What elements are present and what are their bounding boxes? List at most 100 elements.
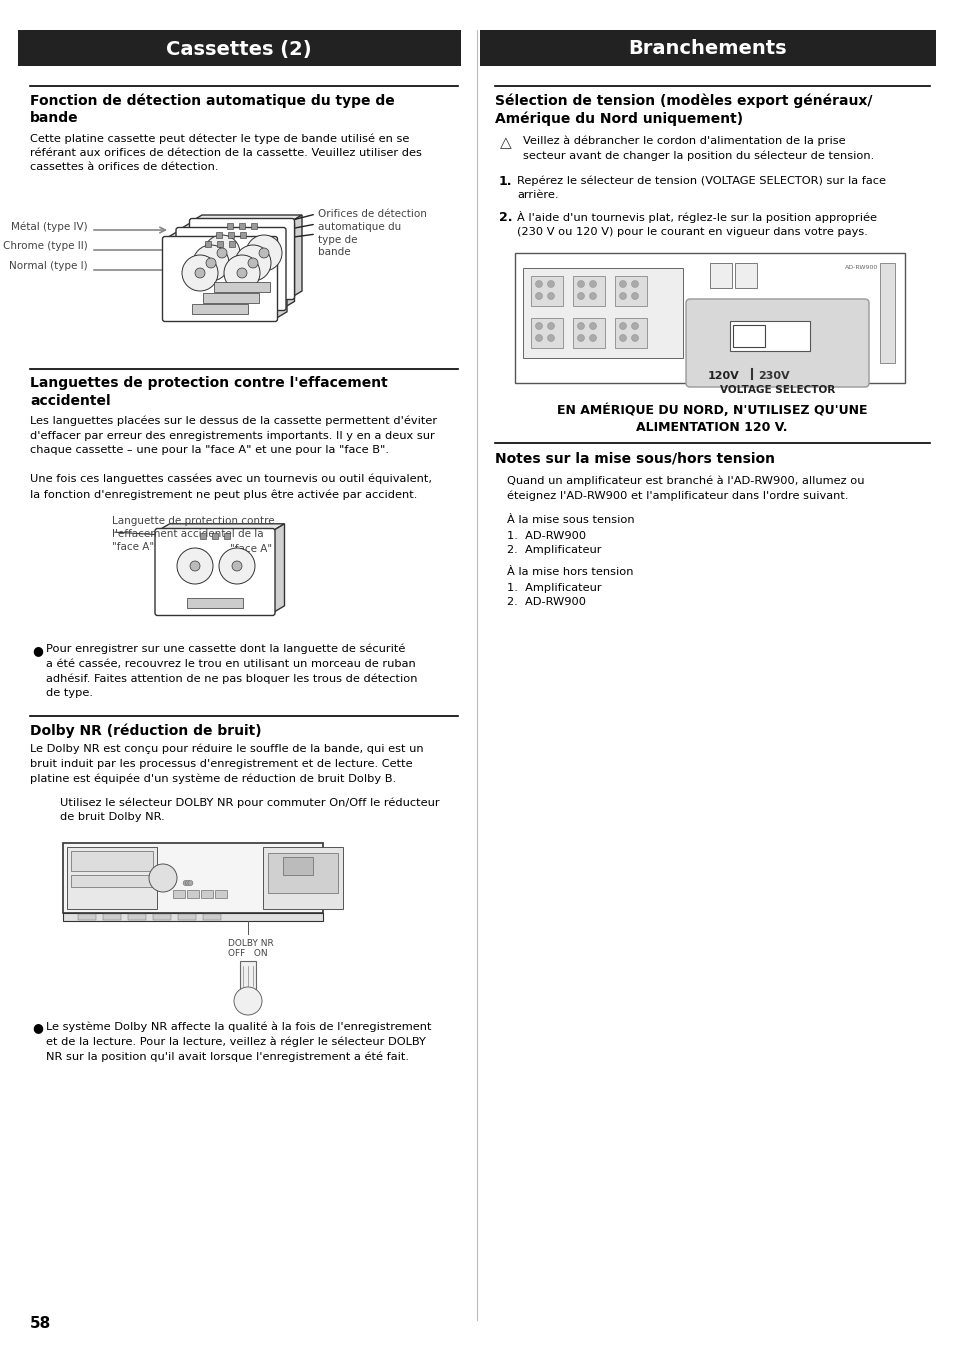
Bar [78, 914, 96, 919]
Bar [178, 914, 195, 919]
Polygon shape [178, 223, 294, 230]
Bar [240, 232, 246, 238]
Text: 230V: 230V [758, 371, 789, 381]
Circle shape [577, 335, 584, 342]
Circle shape [219, 548, 254, 585]
Bar [187, 598, 243, 608]
Text: 2.  Amplificateur: 2. Amplificateur [506, 545, 601, 555]
Text: Sélection de tension (modèles export généraux/
Amérique du Nord uniquement): Sélection de tension (modèles export gén… [495, 93, 872, 126]
Bar [224, 533, 230, 539]
FancyBboxPatch shape [154, 528, 274, 616]
Polygon shape [283, 223, 294, 308]
Text: Repérez le sélecteur de tension (VOLTAGE SELECTOR) sur la face
arrière.: Repérez le sélecteur de tension (VOLTAGE… [517, 176, 885, 200]
Circle shape [589, 335, 596, 342]
Bar [263, 846, 343, 909]
Text: Orifices de détection
automatique du
type de
bande: Orifices de détection automatique du typ… [317, 209, 426, 258]
Text: EN AMÉRIQUE DU NORD, N'UTILISEZ QU'UNE
ALIMENTATION 120 V.: EN AMÉRIQUE DU NORD, N'UTILISEZ QU'UNE A… [557, 404, 866, 433]
Circle shape [535, 323, 542, 329]
Bar [734, 263, 757, 288]
Bar [152, 914, 171, 919]
FancyBboxPatch shape [685, 298, 868, 387]
Circle shape [233, 987, 262, 1015]
Bar [71, 850, 152, 871]
Text: Chrome (type II): Chrome (type II) [3, 242, 88, 251]
Bar [732, 325, 764, 347]
Circle shape [194, 269, 205, 278]
Bar [531, 275, 562, 306]
Bar [172, 890, 185, 898]
Circle shape [535, 293, 542, 300]
Text: À l'aide d'un tournevis plat, réglez-le sur la position appropriée
(230 V ou 120: À l'aide d'un tournevis plat, réglez-le … [517, 211, 876, 238]
Circle shape [236, 269, 247, 278]
Bar [18, 30, 460, 66]
Bar [187, 890, 199, 898]
Bar [71, 875, 152, 887]
Text: "face A": "face A" [230, 544, 272, 554]
Bar [251, 223, 256, 230]
Circle shape [618, 293, 626, 300]
Bar [216, 242, 223, 247]
Bar [203, 914, 221, 919]
Circle shape [589, 293, 596, 300]
Bar [200, 533, 206, 539]
Circle shape [248, 258, 257, 269]
Bar [128, 914, 146, 919]
Text: Le Dolby NR est conçu pour réduire le souffle de la bande, qui est un
bruit indu: Le Dolby NR est conçu pour réduire le so… [30, 744, 423, 784]
Circle shape [177, 548, 213, 585]
FancyBboxPatch shape [175, 228, 286, 310]
Circle shape [149, 864, 177, 892]
Bar [729, 321, 809, 351]
Circle shape [618, 281, 626, 288]
Circle shape [183, 880, 188, 886]
Bar [227, 223, 233, 230]
Text: AD-RW900: AD-RW900 [844, 265, 878, 270]
Circle shape [232, 562, 242, 571]
Text: DOLBY NR
OFF   ON: DOLBY NR OFF ON [228, 940, 274, 958]
Polygon shape [157, 524, 284, 531]
Circle shape [547, 335, 554, 342]
Text: △: △ [499, 135, 511, 150]
Text: 2.: 2. [498, 211, 512, 224]
Bar [615, 319, 646, 348]
Circle shape [190, 562, 200, 571]
Text: Pour enregistrer sur une cassette dont la languette de sécurité
a été cassée, re: Pour enregistrer sur une cassette dont l… [46, 644, 417, 698]
Circle shape [258, 248, 269, 258]
Bar [103, 914, 121, 919]
Bar [63, 842, 323, 913]
Circle shape [547, 281, 554, 288]
Circle shape [577, 293, 584, 300]
FancyBboxPatch shape [162, 236, 277, 321]
Bar [239, 223, 245, 230]
Circle shape [193, 244, 229, 281]
Polygon shape [292, 215, 302, 297]
Text: 58: 58 [30, 1316, 51, 1331]
Bar [268, 853, 337, 892]
Polygon shape [192, 215, 302, 221]
Circle shape [589, 281, 596, 288]
Circle shape [224, 255, 260, 292]
Text: Languette de protection contre
l'effacement accidentel de la
"face A": Languette de protection contre l'effacem… [112, 516, 274, 552]
Bar [283, 857, 313, 875]
Text: Métal (type IV): Métal (type IV) [11, 221, 88, 231]
Text: À la mise sous tension: À la mise sous tension [506, 514, 634, 525]
Bar [212, 533, 218, 539]
Text: 120V: 120V [707, 371, 739, 381]
Text: 1.: 1. [498, 176, 512, 188]
Bar [192, 304, 248, 315]
Circle shape [618, 335, 626, 342]
Text: Fonction de détection automatique du type de
bande: Fonction de détection automatique du typ… [30, 93, 395, 126]
Circle shape [631, 293, 638, 300]
Circle shape [535, 335, 542, 342]
Circle shape [589, 323, 596, 329]
FancyBboxPatch shape [190, 219, 294, 300]
Text: 2.  AD-RW900: 2. AD-RW900 [506, 597, 585, 608]
Text: Branchements: Branchements [628, 39, 786, 58]
Bar [573, 275, 604, 306]
Bar [67, 846, 157, 909]
Bar [213, 282, 270, 292]
Text: Cassettes (2): Cassettes (2) [166, 39, 312, 58]
Bar [573, 319, 604, 348]
Circle shape [535, 281, 542, 288]
Text: Veillez à débrancher le cordon d'alimentation de la prise
secteur avant de chang: Veillez à débrancher le cordon d'aliment… [522, 135, 873, 161]
Circle shape [182, 255, 218, 292]
